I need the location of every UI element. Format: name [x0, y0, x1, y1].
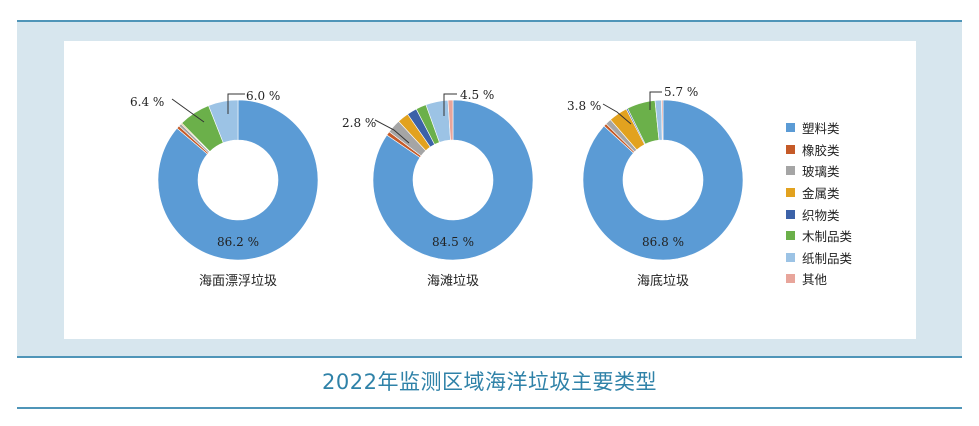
legend-swatch [786, 166, 795, 176]
legend-item: 玻璃类 [786, 160, 852, 182]
legend-swatch [786, 252, 795, 262]
leader-line [171, 98, 205, 123]
chart-title: 海底垃圾 [637, 273, 689, 289]
legend-label: 其他 [802, 272, 828, 288]
legend-item: 木制品类 [786, 225, 852, 247]
leader-line [443, 93, 457, 116]
leader-line [227, 93, 245, 114]
legend-swatch [786, 274, 795, 284]
legend-swatch [786, 123, 795, 133]
data-label: 86.2 % [217, 235, 259, 249]
leader-line [374, 119, 410, 144]
legend-swatch [786, 188, 795, 198]
legend-label: 塑料类 [802, 121, 840, 137]
donut-slice [582, 99, 744, 261]
donut-slice [372, 99, 534, 261]
legend-label: 金属类 [802, 186, 840, 202]
legend-item: 其他 [786, 268, 852, 290]
donut-slice [157, 99, 319, 261]
legend-item: 金属类 [786, 182, 852, 204]
legend: 塑料类橡胶类玻璃类金属类织物类木制品类纸制品类其他 [786, 117, 852, 290]
chart-area [64, 41, 916, 339]
middle-rule [17, 356, 962, 358]
data-label: 4.5 % [460, 88, 494, 102]
data-label: 2.8 % [342, 116, 376, 130]
data-label: 86.8 % [642, 235, 684, 249]
donut-chart-2: 84.5 % 2.8 % 4.5 % 海滩垃圾 [342, 88, 534, 289]
data-label: 6.0 % [246, 89, 280, 103]
donut-slice [208, 99, 239, 144]
legend-label: 玻璃类 [802, 164, 840, 180]
legend-item: 织物类 [786, 203, 852, 225]
legend-item: 塑料类 [786, 117, 852, 139]
legend-swatch [786, 231, 795, 241]
chart-title: 海面漂浮垃圾 [199, 273, 277, 289]
donut-chart-3: 86.8 % 3.8 % 5.7 % 海底垃圾 [567, 85, 744, 289]
donut-chart-1: 86.2 % 6.4 % 6.0 % 海面漂浮垃圾 [130, 89, 319, 289]
legend-label: 橡胶类 [802, 142, 840, 158]
data-label: 5.7 % [664, 85, 698, 99]
data-label: 6.4 % [130, 95, 164, 109]
donut-slice [661, 99, 664, 141]
legend-label: 织物类 [802, 207, 840, 223]
data-label: 3.8 % [567, 99, 601, 113]
figure-caption: 2022年监测区域海洋垃圾主要类型 [322, 370, 657, 394]
chart-title: 海滩垃圾 [427, 274, 479, 289]
top-rule [17, 20, 962, 22]
data-label: 84.5 % [432, 235, 474, 249]
legend-item: 橡胶类 [786, 139, 852, 161]
legend-label: 纸制品类 [802, 250, 853, 266]
legend-item: 纸制品类 [786, 247, 852, 269]
bottom-rule [17, 407, 962, 409]
legend-swatch [786, 209, 795, 219]
donut-slice [447, 99, 454, 141]
legend-swatch [786, 144, 795, 154]
leader-line [602, 103, 632, 125]
leader-line [649, 91, 662, 110]
legend-label: 木制品类 [802, 229, 853, 245]
